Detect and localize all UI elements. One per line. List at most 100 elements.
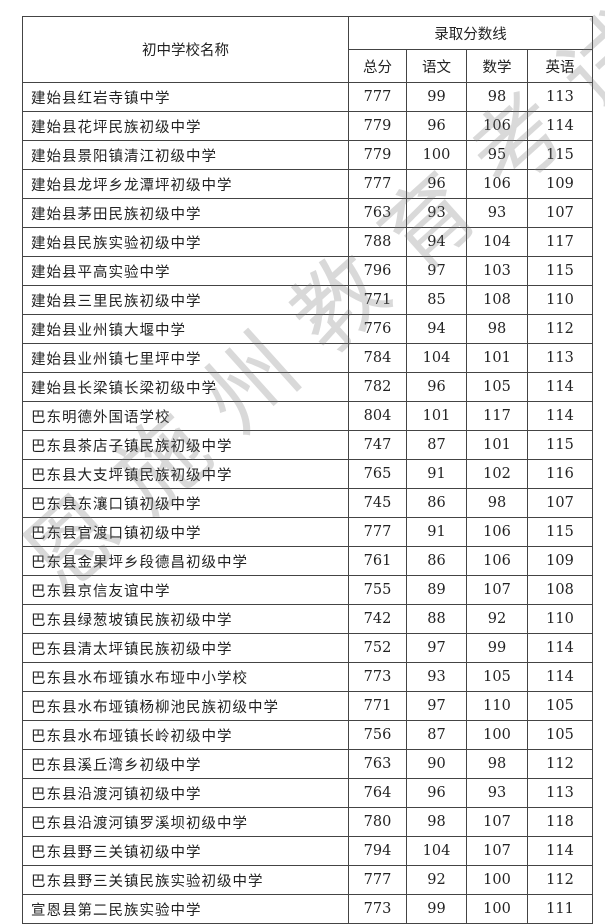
chinese-cell: 97 [406,633,467,663]
math-cell: 98 [466,488,528,518]
chinese-cell: 97 [406,256,467,286]
chinese-cell: 85 [406,285,467,315]
school-name-cell: 巴东县东瀼口镇初级中学 [22,488,349,518]
math-cell: 102 [466,459,528,489]
chinese-cell: 94 [406,227,467,257]
table-row: 巴东明德外国语学校 804 101 117 114 [22,401,593,431]
english-cell: 118 [527,807,593,837]
school-name-cell: 建始县红岩寺镇中学 [22,82,349,112]
chinese-cell: 88 [406,604,467,634]
total-cell: 788 [348,227,407,257]
total-cell: 763 [348,198,407,228]
total-cell: 804 [348,401,407,431]
school-name-cell: 建始县龙坪乡龙潭坪初级中学 [22,169,349,199]
table-row: 建始县红岩寺镇中学 777 99 98 113 [22,82,593,112]
total-cell: 771 [348,285,407,315]
chinese-cell: 92 [406,865,467,895]
total-cell: 761 [348,546,407,576]
table-row: 建始县业州镇大堰中学 776 94 98 112 [22,314,593,344]
chinese-cell: 93 [406,198,467,228]
math-cell: 99 [466,633,528,663]
math-cell: 105 [466,372,528,402]
table-row: 建始县景阳镇清江初级中学 779 100 95 115 [22,140,593,170]
school-name-cell: 巴东县京信友谊中学 [22,575,349,605]
chinese-cell: 86 [406,546,467,576]
school-name-cell: 建始县景阳镇清江初级中学 [22,140,349,170]
math-cell: 103 [466,256,528,286]
english-cell: 114 [527,836,593,866]
total-cell: 752 [348,633,407,663]
chinese-cell: 86 [406,488,467,518]
math-cell: 98 [466,82,528,112]
english-cell: 105 [527,720,593,750]
score-group-header: 录取分数线 [348,16,593,50]
school-name-cell: 巴东明德外国语学校 [22,401,349,431]
chinese-cell: 96 [406,169,467,199]
chinese-cell: 87 [406,720,467,750]
chinese-cell: 104 [406,343,467,373]
english-cell: 107 [527,488,593,518]
school-name-cell: 巴东县野三关镇初级中学 [22,836,349,866]
school-name-cell: 巴东县水布垭镇水布垭中小学校 [22,662,349,692]
english-cell: 115 [527,517,593,547]
math-cell: 98 [466,749,528,779]
school-name-cell: 巴东县水布垭镇杨柳池民族初级中学 [22,691,349,721]
school-name-cell: 建始县业州镇七里坪中学 [22,343,349,373]
total-cell: 779 [348,111,407,141]
math-cell: 100 [466,720,528,750]
total-cell: 755 [348,575,407,605]
english-cell: 115 [527,256,593,286]
english-cell: 111 [527,894,593,924]
chinese-cell: 96 [406,111,467,141]
math-cell: 106 [466,169,528,199]
math-cell: 117 [466,401,528,431]
english-cell: 113 [527,82,593,112]
total-cell: 782 [348,372,407,402]
chinese-cell: 93 [406,662,467,692]
school-name-cell: 巴东县官渡口镇初级中学 [22,517,349,547]
english-cell: 112 [527,314,593,344]
math-cell: 100 [466,894,528,924]
english-cell: 113 [527,778,593,808]
math-cell: 93 [466,198,528,228]
school-name-cell: 建始县业州镇大堰中学 [22,314,349,344]
school-name-cell: 建始县花坪民族初级中学 [22,111,349,141]
table-row: 建始县长梁镇长梁初级中学 782 96 105 114 [22,372,593,402]
math-header: 数学 [466,49,528,83]
school-name-cell: 宣恩县第二民族实验中学 [22,894,349,924]
total-cell: 765 [348,459,407,489]
chinese-cell: 91 [406,517,467,547]
math-cell: 107 [466,575,528,605]
school-name-cell: 巴东县沿渡河镇初级中学 [22,778,349,808]
school-name-header: 初中学校名称 [22,16,349,83]
table-row: 巴东县野三关镇初级中学 794 104 107 114 [22,836,593,866]
math-cell: 101 [466,343,528,373]
chinese-cell: 101 [406,401,467,431]
english-cell: 114 [527,401,593,431]
english-cell: 109 [527,546,593,576]
school-name-cell: 巴东县水布垭镇长岭初级中学 [22,720,349,750]
chinese-cell: 104 [406,836,467,866]
math-cell: 108 [466,285,528,315]
table-row: 宣恩县第二民族实验中学 773 99 100 111 [22,894,593,924]
total-cell: 777 [348,82,407,112]
admission-score-table: 初中学校名称 录取分数线 总分 语文 数学 英语 建始县红岩寺镇中学 777 99 9… [22,16,593,924]
chinese-header: 语文 [406,49,467,83]
english-cell: 107 [527,198,593,228]
table-row: 建始县花坪民族初级中学 779 96 106 114 [22,111,593,141]
math-cell: 104 [466,227,528,257]
chinese-cell: 99 [406,82,467,112]
school-name-cell: 建始县长梁镇长梁初级中学 [22,372,349,402]
table-row: 巴东县水布垭镇杨柳池民族初级中学 771 97 110 105 [22,691,593,721]
english-header: 英语 [527,49,593,83]
english-cell: 112 [527,749,593,779]
chinese-cell: 97 [406,691,467,721]
english-cell: 109 [527,169,593,199]
school-name-cell: 巴东县绿葱坡镇民族初级中学 [22,604,349,634]
total-cell: 742 [348,604,407,634]
table-row: 巴东县绿葱坡镇民族初级中学 742 88 92 110 [22,604,593,634]
total-cell: 777 [348,517,407,547]
english-cell: 112 [527,865,593,895]
school-name-cell: 建始县平高实验中学 [22,256,349,286]
total-cell: 779 [348,140,407,170]
